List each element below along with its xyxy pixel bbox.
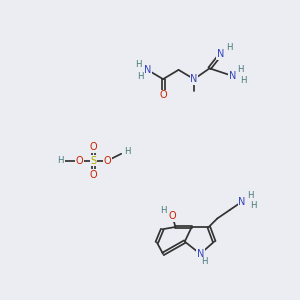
- Text: H: H: [237, 65, 244, 74]
- Text: H: H: [58, 156, 64, 165]
- Text: N: N: [217, 50, 224, 59]
- Text: H: H: [250, 201, 256, 210]
- Text: O: O: [169, 211, 176, 221]
- Text: O: O: [76, 156, 83, 166]
- Text: N: N: [229, 71, 236, 81]
- Text: N: N: [238, 196, 246, 206]
- Text: O: O: [159, 90, 167, 100]
- Text: N: N: [196, 249, 204, 259]
- Text: H: H: [226, 43, 233, 52]
- Text: S: S: [90, 156, 96, 166]
- Text: H: H: [137, 72, 144, 81]
- Text: H: H: [160, 206, 167, 214]
- Text: N: N: [190, 74, 198, 84]
- Text: H: H: [248, 191, 254, 200]
- Text: H: H: [240, 76, 247, 85]
- Text: H: H: [201, 257, 207, 266]
- Text: H: H: [135, 60, 142, 69]
- Text: N: N: [144, 65, 151, 75]
- Text: H: H: [124, 147, 131, 156]
- Text: O: O: [89, 142, 97, 152]
- Text: O: O: [103, 156, 111, 166]
- Text: O: O: [89, 169, 97, 180]
